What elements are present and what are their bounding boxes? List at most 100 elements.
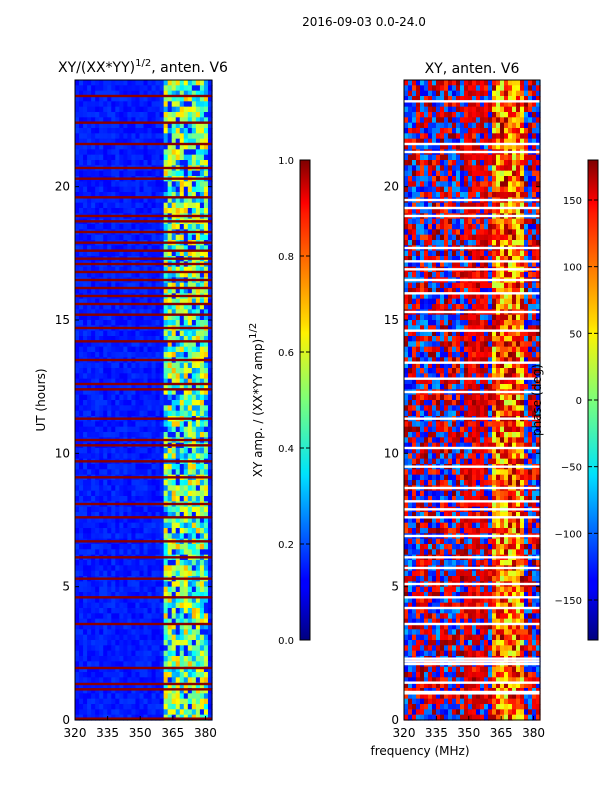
heatmap-cell (496, 154, 501, 161)
heatmap-cell (103, 192, 108, 198)
heatmap-cell (199, 432, 205, 438)
heatmap-cell (183, 634, 189, 641)
heatmap-cell (183, 405, 189, 412)
heatmap-cell (199, 677, 205, 684)
heatmap-cell (123, 304, 128, 310)
heatmap-cell (119, 432, 124, 438)
heatmap-cell (199, 634, 205, 641)
heatmap-cell (207, 421, 213, 428)
heatmap-cell (107, 149, 112, 156)
heatmap-cell (155, 106, 161, 113)
heatmap-cell (131, 592, 137, 598)
heatmap-cell (95, 688, 100, 694)
heatmap-cell (91, 677, 96, 684)
heatmap-cell (167, 112, 173, 118)
heatmap-cell (87, 149, 92, 156)
heatmap-cell (171, 645, 177, 652)
heatmap-cell (111, 362, 116, 369)
heatmap-cell (171, 565, 177, 572)
heatmap-cell (492, 133, 497, 140)
heatmap-cell (75, 234, 80, 241)
heatmap-cell (207, 378, 213, 385)
heatmap-cell (167, 96, 173, 102)
heatmap-cell (147, 560, 153, 566)
heatmap-cell (75, 368, 80, 374)
x-tick-label: 335 (96, 726, 119, 740)
heatmap-cell (183, 90, 189, 97)
heatmap-cell (424, 170, 429, 177)
heatmap-cell (175, 384, 181, 390)
heatmap-cell (91, 138, 96, 145)
heatmap-cell (143, 506, 149, 513)
heatmap-cell (103, 112, 108, 118)
heatmap-cell (508, 176, 513, 182)
heatmap-cell (119, 117, 124, 124)
heatmap-cell (179, 234, 185, 241)
heatmap-cell (123, 133, 128, 140)
heatmap-cell (183, 304, 189, 310)
heatmap-cell (135, 565, 141, 572)
heatmap-cell (199, 181, 205, 188)
heatmap-cell (147, 234, 153, 241)
heatmap-cell (155, 672, 161, 678)
heatmap-cell (79, 208, 84, 214)
heatmap-cell (119, 480, 124, 486)
heatmap-cell (107, 629, 112, 636)
heatmap-cell (131, 101, 137, 108)
heatmap-cell (163, 586, 169, 593)
heatmap-cell (175, 464, 181, 470)
heatmap-cell (135, 245, 141, 252)
heatmap-cell (135, 266, 141, 273)
heatmap-cell (99, 149, 104, 156)
heatmap-cell (139, 101, 145, 108)
heatmap-cell (508, 90, 513, 97)
heatmap-cell (179, 656, 185, 662)
heatmap-cell (91, 133, 96, 140)
heatmap-cell (119, 549, 124, 556)
heatmap-cell (95, 149, 100, 156)
heatmap-cell (163, 330, 169, 337)
heatmap-cell (524, 90, 529, 97)
heatmap-cell (111, 650, 116, 657)
heatmap-cell (131, 410, 137, 417)
heatmap-cell (191, 517, 197, 524)
heatmap-cell (103, 309, 108, 316)
heatmap-cell (99, 421, 104, 428)
y-tick-label: 0 (62, 713, 70, 727)
heatmap-cell (103, 464, 108, 470)
heatmap-cell (79, 368, 84, 374)
heatmap-cell (127, 512, 133, 518)
heatmap-cell (460, 186, 465, 193)
heatmap-cell (199, 517, 205, 524)
heatmap-cell (187, 421, 193, 428)
heatmap-cell (504, 133, 509, 140)
heatmap-cell (127, 288, 133, 294)
heatmap-cell (195, 309, 201, 316)
heatmap-cell (151, 672, 157, 678)
heatmap-cell (528, 117, 533, 124)
heatmap-cell (151, 80, 157, 86)
heatmap-cell (440, 122, 445, 129)
heatmap-cell (91, 400, 96, 406)
heatmap-cell (163, 80, 169, 86)
heatmap-cell (123, 154, 128, 161)
heatmap-cell (203, 181, 209, 188)
heatmap-cell (167, 373, 173, 380)
heatmap-cell (203, 208, 209, 214)
heatmap-cell (203, 496, 209, 502)
heatmap-cell (203, 432, 209, 438)
heatmap-cell (107, 272, 112, 278)
heatmap-cell (416, 160, 421, 166)
heatmap-cell (163, 90, 169, 97)
heatmap-cell (195, 469, 201, 476)
heatmap-cell (139, 666, 145, 673)
heatmap-cell (528, 96, 533, 102)
heatmap-cell (187, 80, 193, 86)
heatmap-cell (107, 160, 112, 166)
heatmap-cell (147, 549, 153, 556)
heatmap-cell (179, 608, 185, 614)
heatmap-cell (143, 352, 149, 358)
heatmap-cell (127, 304, 133, 310)
heatmap-cell (452, 138, 457, 145)
heatmap-cell (512, 80, 517, 86)
